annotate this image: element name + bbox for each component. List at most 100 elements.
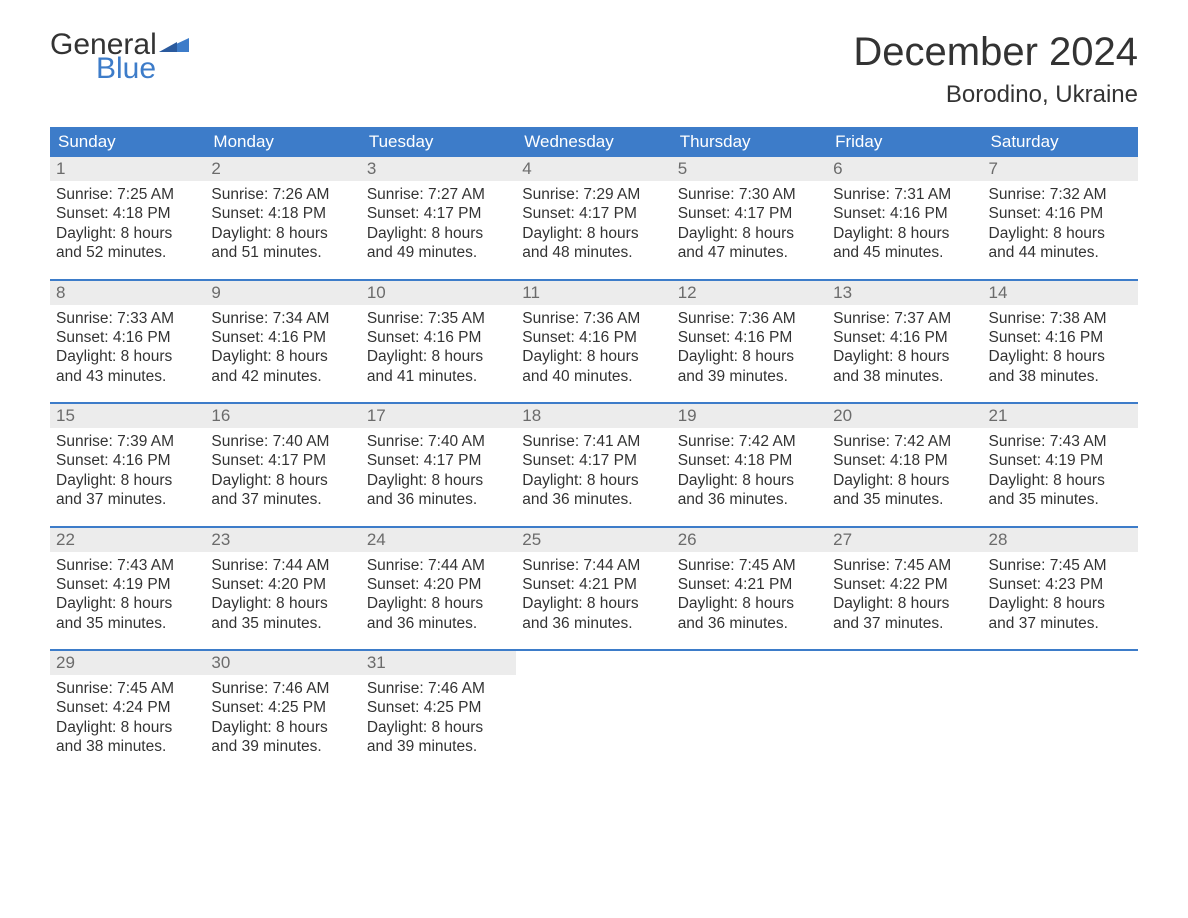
day-line: Sunset: 4:24 PM bbox=[56, 698, 199, 717]
day-line: and 36 minutes. bbox=[678, 614, 821, 633]
day-line: Sunset: 4:20 PM bbox=[211, 575, 354, 594]
day-number: 29 bbox=[50, 651, 205, 675]
day-number: 8 bbox=[50, 281, 205, 305]
location: Borodino, Ukraine bbox=[853, 81, 1138, 109]
day-header-row: Sunday Monday Tuesday Wednesday Thursday… bbox=[50, 127, 1138, 157]
day-line: and 47 minutes. bbox=[678, 243, 821, 262]
day-line: Daylight: 8 hours bbox=[56, 718, 199, 737]
day-number: 7 bbox=[983, 157, 1138, 181]
day-line: Daylight: 8 hours bbox=[56, 594, 199, 613]
day-line: Sunrise: 7:46 AM bbox=[367, 679, 510, 698]
day-line: and 39 minutes. bbox=[367, 737, 510, 756]
day-line: and 36 minutes. bbox=[367, 490, 510, 509]
day-line: Sunrise: 7:43 AM bbox=[56, 556, 199, 575]
day-body: Sunrise: 7:41 AMSunset: 4:17 PMDaylight:… bbox=[516, 428, 671, 516]
day-body: Sunrise: 7:29 AMSunset: 4:17 PMDaylight:… bbox=[516, 181, 671, 269]
day-line: Daylight: 8 hours bbox=[678, 347, 821, 366]
day-line: and 44 minutes. bbox=[989, 243, 1132, 262]
day-line: Sunset: 4:16 PM bbox=[56, 451, 199, 470]
day-line: Sunset: 4:16 PM bbox=[522, 328, 665, 347]
day-line: Sunrise: 7:44 AM bbox=[211, 556, 354, 575]
day-line: Sunset: 4:16 PM bbox=[678, 328, 821, 347]
day-cell: 9Sunrise: 7:34 AMSunset: 4:16 PMDaylight… bbox=[205, 281, 360, 393]
dayhead-thu: Thursday bbox=[672, 127, 827, 157]
day-body: Sunrise: 7:27 AMSunset: 4:17 PMDaylight:… bbox=[361, 181, 516, 269]
day-line: and 43 minutes. bbox=[56, 367, 199, 386]
day-number: 18 bbox=[516, 404, 671, 428]
day-line: Sunrise: 7:36 AM bbox=[678, 309, 821, 328]
day-line: Daylight: 8 hours bbox=[211, 224, 354, 243]
day-body: Sunrise: 7:33 AMSunset: 4:16 PMDaylight:… bbox=[50, 305, 205, 393]
day-number: 27 bbox=[827, 528, 982, 552]
day-body: Sunrise: 7:36 AMSunset: 4:16 PMDaylight:… bbox=[516, 305, 671, 393]
dayhead-sun: Sunday bbox=[50, 127, 205, 157]
day-line: Sunset: 4:25 PM bbox=[211, 698, 354, 717]
day-line: Sunrise: 7:40 AM bbox=[367, 432, 510, 451]
day-cell: 14Sunrise: 7:38 AMSunset: 4:16 PMDayligh… bbox=[983, 281, 1138, 393]
day-cell: 24Sunrise: 7:44 AMSunset: 4:20 PMDayligh… bbox=[361, 528, 516, 640]
day-body: Sunrise: 7:38 AMSunset: 4:16 PMDaylight:… bbox=[983, 305, 1138, 393]
day-line: Sunset: 4:16 PM bbox=[211, 328, 354, 347]
day-line: Sunrise: 7:39 AM bbox=[56, 432, 199, 451]
day-number: 12 bbox=[672, 281, 827, 305]
day-line: Sunset: 4:16 PM bbox=[989, 328, 1132, 347]
day-cell: 1Sunrise: 7:25 AMSunset: 4:18 PMDaylight… bbox=[50, 157, 205, 269]
day-line: Daylight: 8 hours bbox=[678, 224, 821, 243]
day-line: Sunrise: 7:26 AM bbox=[211, 185, 354, 204]
day-line: and 36 minutes. bbox=[678, 490, 821, 509]
week-row: 22Sunrise: 7:43 AMSunset: 4:19 PMDayligh… bbox=[50, 526, 1138, 640]
day-line: Sunrise: 7:42 AM bbox=[833, 432, 976, 451]
day-number: 14 bbox=[983, 281, 1138, 305]
day-line: Daylight: 8 hours bbox=[833, 347, 976, 366]
day-body: Sunrise: 7:44 AMSunset: 4:20 PMDaylight:… bbox=[205, 552, 360, 640]
day-line: Sunrise: 7:41 AM bbox=[522, 432, 665, 451]
day-number: 15 bbox=[50, 404, 205, 428]
day-number: 3 bbox=[361, 157, 516, 181]
day-line: Sunset: 4:16 PM bbox=[833, 204, 976, 223]
day-line: Sunset: 4:16 PM bbox=[989, 204, 1132, 223]
day-line: Sunset: 4:17 PM bbox=[367, 451, 510, 470]
day-body: Sunrise: 7:45 AMSunset: 4:22 PMDaylight:… bbox=[827, 552, 982, 640]
day-cell: 4Sunrise: 7:29 AMSunset: 4:17 PMDaylight… bbox=[516, 157, 671, 269]
day-line: Sunrise: 7:43 AM bbox=[989, 432, 1132, 451]
logo-word2: Blue bbox=[96, 54, 189, 84]
day-number: 23 bbox=[205, 528, 360, 552]
day-line: and 51 minutes. bbox=[211, 243, 354, 262]
day-line: Daylight: 8 hours bbox=[989, 347, 1132, 366]
day-line: and 45 minutes. bbox=[833, 243, 976, 262]
day-line: Sunset: 4:19 PM bbox=[989, 451, 1132, 470]
day-number: 6 bbox=[827, 157, 982, 181]
dayhead-fri: Friday bbox=[827, 127, 982, 157]
day-line: Daylight: 8 hours bbox=[367, 347, 510, 366]
day-line: Sunset: 4:16 PM bbox=[833, 328, 976, 347]
day-line: and 49 minutes. bbox=[367, 243, 510, 262]
day-body: Sunrise: 7:31 AMSunset: 4:16 PMDaylight:… bbox=[827, 181, 982, 269]
day-number: 24 bbox=[361, 528, 516, 552]
day-line: Sunrise: 7:32 AM bbox=[989, 185, 1132, 204]
day-number: 31 bbox=[361, 651, 516, 675]
day-cell: 21Sunrise: 7:43 AMSunset: 4:19 PMDayligh… bbox=[983, 404, 1138, 516]
day-line: Sunset: 4:22 PM bbox=[833, 575, 976, 594]
day-body: Sunrise: 7:25 AMSunset: 4:18 PMDaylight:… bbox=[50, 181, 205, 269]
day-cell: 6Sunrise: 7:31 AMSunset: 4:16 PMDaylight… bbox=[827, 157, 982, 269]
day-body: Sunrise: 7:46 AMSunset: 4:25 PMDaylight:… bbox=[205, 675, 360, 763]
day-line: and 37 minutes. bbox=[211, 490, 354, 509]
day-number: 13 bbox=[827, 281, 982, 305]
day-body: Sunrise: 7:43 AMSunset: 4:19 PMDaylight:… bbox=[983, 428, 1138, 516]
day-number: 16 bbox=[205, 404, 360, 428]
day-number: 21 bbox=[983, 404, 1138, 428]
day-line: Daylight: 8 hours bbox=[522, 347, 665, 366]
day-line: Sunrise: 7:33 AM bbox=[56, 309, 199, 328]
day-line: Daylight: 8 hours bbox=[522, 471, 665, 490]
day-line: and 41 minutes. bbox=[367, 367, 510, 386]
day-line: Daylight: 8 hours bbox=[211, 347, 354, 366]
day-line: Sunrise: 7:45 AM bbox=[678, 556, 821, 575]
header: General Blue December 2024 Borodino, Ukr… bbox=[50, 30, 1138, 109]
day-cell: 22Sunrise: 7:43 AMSunset: 4:19 PMDayligh… bbox=[50, 528, 205, 640]
day-line: Daylight: 8 hours bbox=[989, 594, 1132, 613]
dayhead-tue: Tuesday bbox=[361, 127, 516, 157]
day-cell: 31Sunrise: 7:46 AMSunset: 4:25 PMDayligh… bbox=[361, 651, 516, 763]
day-line: Sunrise: 7:27 AM bbox=[367, 185, 510, 204]
day-line: Daylight: 8 hours bbox=[56, 471, 199, 490]
day-cell: 15 Sunrise: 7:39 AMSunset: 4:16 PMDayligh… bbox=[50, 404, 205, 516]
